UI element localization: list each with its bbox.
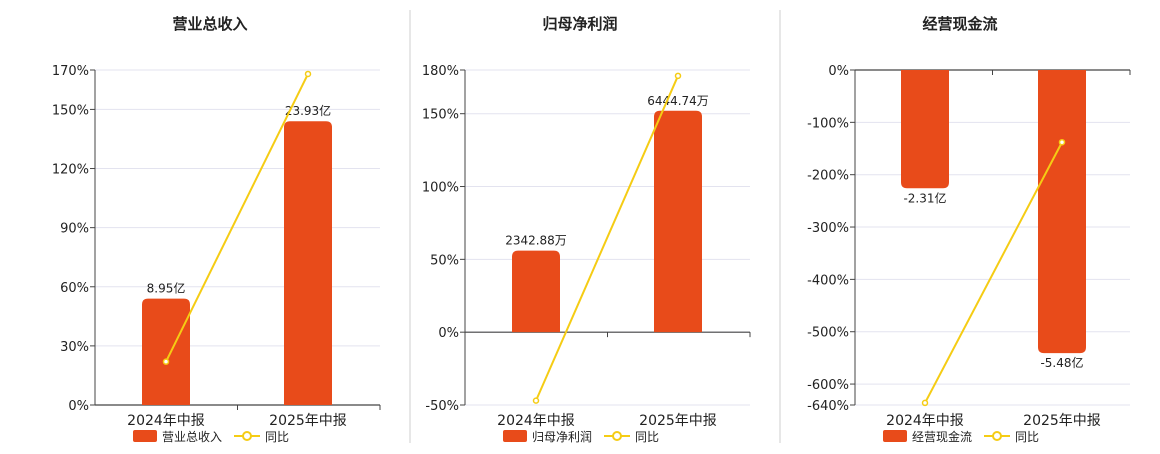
x-tick-label: 2024年中报	[497, 413, 575, 429]
y-tick-label: -500%	[807, 326, 849, 341]
legend-swatch-marker	[242, 431, 252, 441]
y-tick-label: 150%	[422, 108, 459, 123]
y-tick-label: -300%	[807, 221, 849, 236]
legend-label: 同比	[635, 430, 659, 444]
y-tick-label: 60%	[60, 281, 89, 296]
y-tick-label: 0%	[828, 64, 849, 79]
line-point	[532, 397, 540, 404]
line-point	[1058, 138, 1066, 146]
chart-title: 归母净利润	[542, 15, 617, 33]
bar-data-label: 2342.88万	[505, 234, 567, 248]
bar-data-label: 6444.74万	[647, 94, 709, 108]
y-tick-label: 180%	[422, 64, 459, 79]
y-tick-label: -50%	[425, 399, 459, 414]
bar	[284, 121, 332, 405]
legend-label: 同比	[265, 430, 289, 444]
legend-label: 经营现金流	[912, 429, 972, 444]
y-tick-label: 0%	[68, 399, 89, 414]
line-point	[921, 399, 929, 407]
y-tick-label: -400%	[807, 273, 849, 288]
bar-data-label: -5.48亿	[1040, 355, 1083, 370]
x-tick-label: 2024年中报	[127, 413, 205, 429]
y-tick-label: 120%	[52, 163, 89, 178]
series-line	[165, 73, 309, 363]
y-tick-label: 90%	[60, 222, 89, 237]
x-tick-label: 2025年中报	[639, 413, 717, 429]
legend-swatch-bar	[503, 430, 527, 442]
line-point	[162, 358, 170, 365]
legend-label: 营业总收入	[162, 430, 222, 444]
x-tick-label: 2025年中报	[269, 413, 347, 429]
legend-swatch-marker	[612, 431, 622, 441]
y-tick-label: 100%	[422, 181, 459, 196]
y-tick-label: 50%	[430, 253, 459, 268]
x-tick-label: 2025年中报	[1023, 413, 1101, 429]
bar	[142, 298, 190, 405]
bar-data-label: 23.93亿	[285, 103, 331, 118]
bar	[654, 110, 702, 333]
legend-swatch-marker	[992, 431, 1002, 441]
chart-title: 经营现金流	[922, 15, 997, 33]
y-tick-label: 150%	[52, 103, 89, 118]
y-tick-label: 0%	[438, 326, 459, 341]
series-line	[924, 141, 1063, 404]
chart-title: 营业总收入	[172, 15, 247, 33]
bar	[1038, 70, 1086, 354]
legend-label: 同比	[1015, 430, 1039, 444]
series-line	[535, 75, 679, 402]
bar-data-label: 8.95亿	[147, 281, 186, 296]
x-tick-label: 2024年中报	[886, 413, 964, 429]
legend-swatch-bar	[883, 430, 907, 442]
line-point	[304, 70, 312, 78]
y-tick-label: -640%	[807, 399, 849, 414]
legend-swatch-bar	[133, 430, 157, 442]
y-tick-label: 30%	[60, 340, 89, 355]
y-tick-label: -100%	[807, 116, 849, 131]
y-tick-label: -200%	[807, 169, 849, 184]
line-point	[674, 72, 682, 80]
legend-label: 归母净利润	[532, 430, 592, 444]
bar-data-label: -2.31亿	[903, 190, 946, 205]
y-tick-label: -600%	[807, 378, 849, 393]
y-tick-label: 170%	[52, 64, 89, 79]
bar	[901, 70, 949, 189]
bar	[512, 250, 560, 333]
